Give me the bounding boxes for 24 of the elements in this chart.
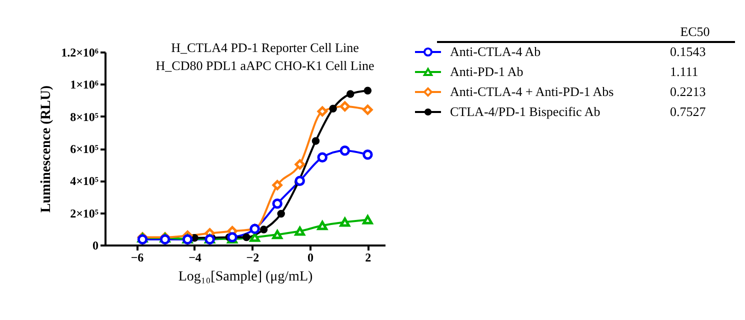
text: 1.111 [670, 64, 698, 79]
x-axis-title: Log₁₀[Sample] (μg/mL) [178, 270, 313, 284]
legend-label: Anti-PD-1 Ab [450, 64, 524, 79]
y-tick-label: 2×10⁵ [70, 206, 99, 220]
x-tick-label: −2 [246, 250, 260, 264]
y-tick-label: 4×10⁵ [70, 174, 99, 188]
y-tick-label: 1×10⁶ [70, 78, 99, 92]
y-tick-label: 1.2×10⁶ [61, 46, 99, 60]
x-tick-label: 0 [307, 250, 314, 264]
legend-title: EC50 [680, 24, 710, 39]
x-tick-label: −6 [130, 250, 144, 264]
x-tick-label: −4 [188, 250, 202, 264]
y-tick-label: 6×10⁵ [70, 142, 99, 156]
y-tick-label: 0 [92, 238, 98, 252]
y-axis-title: Luminescence (RLU) [39, 85, 54, 213]
legend-label: Anti-CTLA-4 Ab [450, 44, 541, 59]
text: 0.7527 [670, 104, 706, 119]
legend-label: Anti-CTLA-4 + Anti-PD-1 Abs [450, 84, 614, 99]
chart-title: H_CTLA4 PD-1 Reporter Cell Line H_CD80 PDL1 aAPC CHO-K1 Cell Line [156, 40, 374, 73]
text: 0.1543 [670, 44, 706, 59]
text: 0.2213 [670, 84, 706, 99]
x-tick-label: 2 [365, 250, 372, 264]
legend-label: CTLA-4/PD-1 Bispecific Ab [450, 104, 600, 119]
y-tick-label: 8×10⁵ [70, 110, 99, 124]
